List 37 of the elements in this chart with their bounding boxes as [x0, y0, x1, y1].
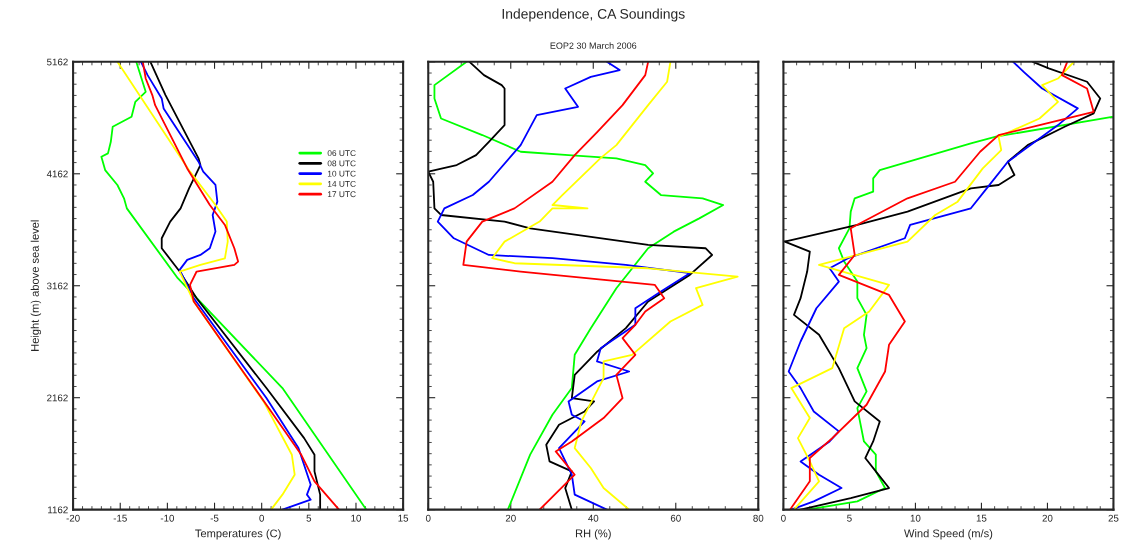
x-tick-label: 60	[670, 514, 681, 522]
x-tick-label: 10	[351, 514, 361, 522]
x-tick-label: -20	[66, 514, 80, 522]
x-tick-label: 0	[259, 514, 264, 522]
legend-label: 06 UTC	[327, 150, 356, 157]
legend-label: 14 UTC	[327, 180, 356, 187]
legend-label: 08 UTC	[327, 160, 356, 167]
x-tick-label: 15	[976, 514, 987, 522]
x-tick-label: -5	[210, 514, 219, 522]
y-tick-label: 4162	[46, 170, 68, 178]
x-tick-label: 5	[306, 514, 312, 522]
line-series	[116, 61, 296, 510]
x-tick-label: 40	[588, 514, 599, 522]
chart-title: Independence, CA Soundings	[502, 8, 685, 22]
legend-label: 17 UTC	[327, 191, 356, 198]
x-tick-label: 5	[847, 514, 852, 522]
y-tick-label: 2162	[47, 394, 68, 402]
x-tick-label: -10	[160, 514, 175, 522]
x-tick-label: 0	[425, 514, 431, 522]
x-tick-label: 25	[1108, 514, 1119, 522]
legend-label: 10 UTC	[327, 170, 356, 177]
x-axis-title: Temperatures (C)	[195, 529, 281, 540]
y-tick-label: 3162	[46, 282, 68, 290]
chart-subtitle: EOP2 30 March 2006	[550, 42, 637, 49]
x-tick-label: -15	[113, 514, 127, 522]
x-axis-title: RH (%)	[575, 529, 611, 540]
x-axis-title: Wind Speed (m/s)	[904, 529, 993, 540]
y-axis-title: Height (m) above sea level	[30, 220, 42, 351]
x-tick-label: 10	[910, 514, 921, 522]
x-tick-label: 80	[753, 514, 764, 522]
x-tick-label: 0	[781, 514, 786, 522]
x-tick-label: 20	[1042, 514, 1053, 522]
x-tick-label: 15	[398, 514, 409, 522]
y-tick-label: 5162	[46, 58, 68, 66]
x-tick-label: 20	[505, 514, 516, 522]
y-tick-label: 1162	[48, 506, 68, 514]
line-series	[100, 61, 368, 510]
